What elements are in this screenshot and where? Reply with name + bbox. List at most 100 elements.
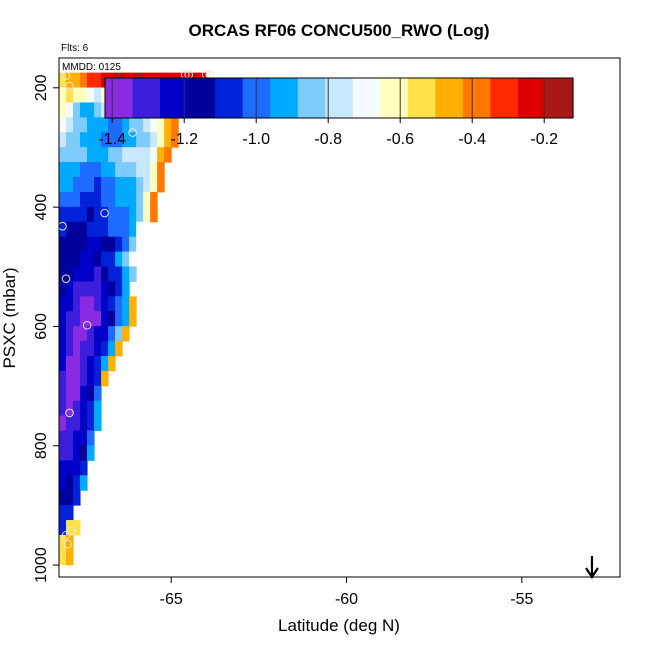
heatmap-cell [80, 117, 88, 133]
heatmap-cell [73, 490, 81, 506]
heatmap-cell [73, 221, 81, 238]
heatmap-cell [59, 102, 67, 118]
heatmap-cell [94, 251, 102, 267]
heatmap-cell [59, 460, 67, 476]
heatmap-cell [108, 341, 116, 357]
heatmap-cell [122, 221, 130, 238]
heatmap-cell [115, 281, 123, 297]
heatmap-cell [94, 117, 102, 133]
sample-marker [65, 81, 74, 91]
heatmap-cell [59, 326, 67, 342]
heatmap-cell [136, 132, 144, 148]
heatmap-cell [108, 206, 116, 223]
heatmap-cell [73, 415, 81, 432]
heatmap-cell [150, 177, 158, 193]
chart-title: ORCAS RF06 CONCU500_RWO (Log) [189, 21, 490, 40]
heatmap-cell [94, 355, 102, 372]
heatmap-cell [129, 132, 137, 148]
heatmap-cell [66, 311, 74, 327]
heatmap-cell [101, 341, 109, 357]
heatmap-cell [66, 355, 74, 372]
heatmap-cell [66, 475, 74, 491]
heatmap-cell [136, 191, 144, 208]
heatmap-cell [80, 355, 88, 372]
heatmap-cell [122, 281, 130, 297]
heatmap-cell [115, 251, 123, 267]
heatmap-cell [101, 281, 109, 297]
y-axis: 200 400 600 800 1000 [33, 74, 59, 583]
heatmap-cell [59, 221, 67, 238]
heatmap-cell [80, 370, 88, 387]
heatmap-cell [143, 206, 151, 223]
arrow-head [585, 567, 599, 579]
heatmap-cell [129, 206, 137, 223]
heatmap-cell [87, 236, 95, 253]
heatmap-cell [101, 177, 109, 193]
heatmap-cell [66, 177, 74, 193]
heatmap-cell [150, 117, 158, 133]
heatmap-cell [80, 251, 88, 267]
heatmap-cell [80, 221, 88, 238]
heatmap-cell [157, 162, 165, 178]
colorbar-segment [517, 78, 547, 118]
heatmap-cell [66, 400, 74, 417]
heatmap-cell [73, 177, 81, 193]
heatmap-cell [136, 236, 144, 253]
colorbar-segment [160, 78, 189, 118]
heatmap-cell [129, 236, 137, 253]
heatmap-cell [66, 370, 74, 387]
heatmap-cell [87, 370, 95, 387]
heatmap-cell [87, 177, 95, 193]
heatmap-cell [73, 311, 81, 327]
heatmap-cell [80, 236, 88, 253]
heatmap-cell [101, 132, 109, 148]
heatmap-cell [80, 311, 88, 327]
heatmap-cell [87, 206, 95, 223]
heatmap-cell [80, 191, 88, 208]
colorbar-segment [545, 78, 574, 118]
heatmap-cell [108, 266, 116, 282]
heatmap-cell [87, 162, 95, 178]
heatmap-cell [66, 445, 74, 461]
sample-marker [65, 408, 74, 418]
heatmap-cell [66, 87, 74, 103]
heatmap-cell [101, 162, 109, 178]
heatmap-cell [66, 460, 74, 476]
heatmap-cell [122, 132, 130, 148]
colorbar-tick-label: -0.6 [386, 131, 414, 148]
heatmap-cell [59, 177, 67, 193]
sample-marker [61, 274, 71, 284]
heatmap-cell [94, 400, 102, 417]
heatmap-cell [73, 251, 81, 267]
heatmap-cell [80, 132, 88, 148]
heatmap-cell [87, 147, 95, 163]
heatmap-cell [129, 266, 137, 282]
heatmap-cell [80, 87, 88, 103]
colorbar-segment [132, 78, 161, 118]
heatmap-cell [73, 385, 81, 402]
heatmap-cell [129, 191, 137, 208]
sample-marker [61, 530, 71, 540]
heatmap-cell [66, 534, 74, 551]
heatmap-cell [59, 445, 67, 461]
heatmap-cell [66, 102, 74, 118]
heatmap-cell [94, 147, 102, 163]
heatmap-cell [115, 191, 123, 208]
heatmap-cell [129, 221, 137, 238]
y-tick-label: 200 [33, 74, 50, 101]
x-tick-label: -60 [335, 591, 358, 608]
heatmap-cell [73, 370, 81, 387]
heatmap-cell [73, 400, 81, 417]
colorbar-segment [462, 78, 492, 118]
heatmap-cell [87, 102, 95, 118]
heatmap-cell [59, 385, 67, 402]
heatmap-cell [115, 266, 123, 282]
heatmap-cell [80, 177, 88, 193]
heatmap-cell [122, 177, 130, 193]
heatmap-cell [66, 72, 74, 89]
heatmap-cell [73, 132, 81, 148]
heatmap-cell [73, 355, 81, 372]
heatmap-cell [94, 132, 102, 148]
heatmap-cell [59, 520, 67, 536]
heatmap-cell [136, 206, 144, 223]
